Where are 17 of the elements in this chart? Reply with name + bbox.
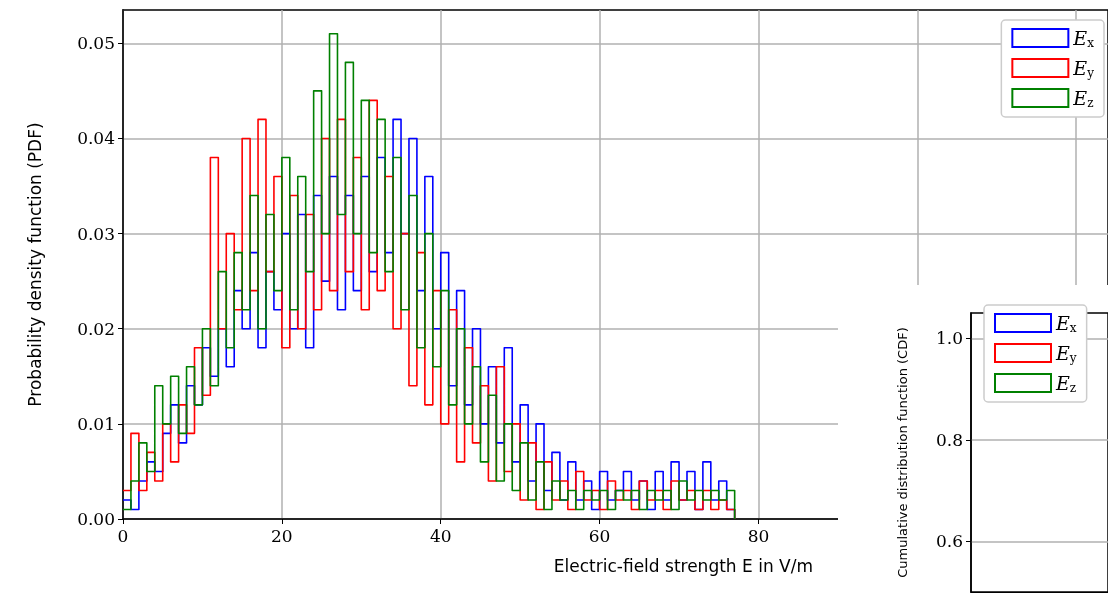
y-tick-label: 0.05	[77, 33, 115, 54]
x-tick-label: 60	[588, 525, 611, 546]
y-tick-label: 0.03	[77, 223, 115, 244]
y-tick-label: 0.04	[77, 128, 115, 149]
y-tick-label: 0.02	[77, 318, 115, 339]
x-tick-label: 0	[117, 525, 129, 546]
y-axis-title: Cumulative distribution function (CDF)	[895, 327, 910, 578]
x-axis-title: Electric-field strength E in V/m	[553, 555, 813, 576]
y-axis-title: Probability density function (PDF)	[24, 122, 45, 407]
x-tick-label: 80	[747, 525, 770, 546]
x-tick-label: 20	[271, 525, 293, 546]
y-tick-label: 0.8	[935, 429, 963, 450]
y-tick-label: 1.0	[935, 328, 963, 349]
y-tick-label: 0.00	[77, 509, 115, 529]
y-tick-label: 0.6	[935, 531, 963, 552]
x-tick-label: 40	[429, 525, 452, 546]
y-tick-label: 0.01	[77, 413, 115, 434]
